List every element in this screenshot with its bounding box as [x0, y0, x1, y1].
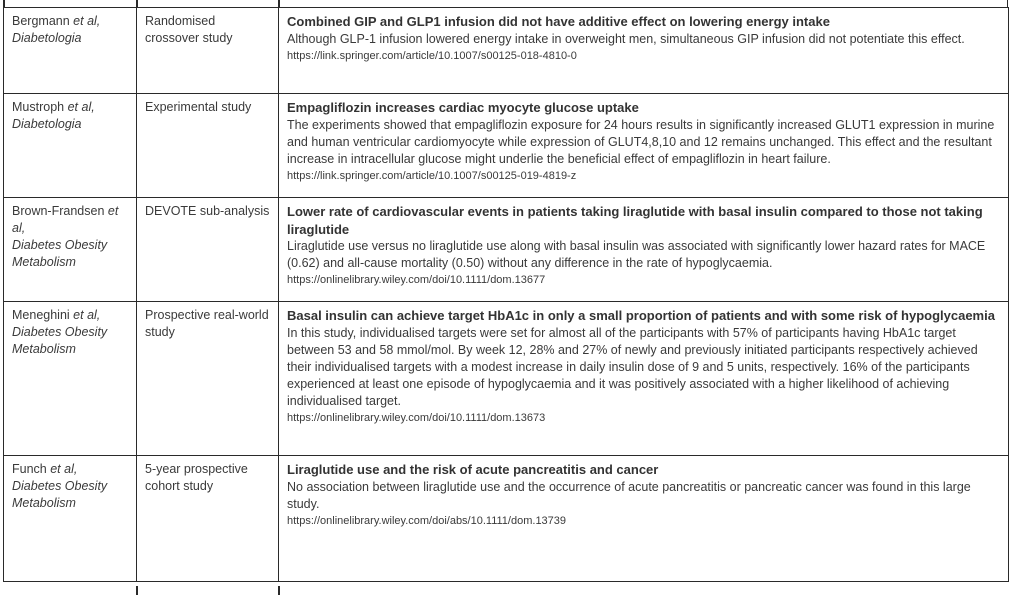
etal-label: et al,: [73, 14, 101, 28]
table-row: Meneghini et al, Diabetes Obesity Metabo…: [3, 301, 1009, 456]
study-url-link[interactable]: https://onlinelibrary.wiley.com/doi/10.1…: [287, 274, 546, 286]
authors-cell: Brown-Frandsen et al, Diabetes Obesity M…: [3, 197, 137, 302]
study-type-cell: 5-year prospective cohort study: [136, 455, 279, 582]
etal-label: et al,: [73, 308, 101, 322]
authors-cell: Mustroph et al, Diabetologia: [3, 93, 137, 198]
table-row: Bergmann et al, Diabetologia Randomised …: [3, 7, 1009, 94]
studies-table: Bergmann et al, Diabetologia Randomised …: [3, 7, 1009, 582]
etal-label: et al,: [50, 462, 78, 476]
etal-label: et al,: [67, 100, 95, 114]
study-title: Lower rate of cardiovascular events in p…: [287, 204, 983, 237]
study-type-cell: Randomised crossover study: [136, 7, 279, 94]
etal-label: et al,: [12, 204, 119, 235]
table-row: Funch et al, Diabetes Obesity Metabolism…: [3, 455, 1009, 582]
author-name: Brown-Frandsen: [12, 204, 105, 218]
study-summary: Liraglutide use versus no liraglutide us…: [287, 239, 986, 270]
author-name: Meneghini: [12, 308, 70, 322]
journal-name: Diabetes Obesity Metabolism: [12, 479, 108, 510]
study-url-link[interactable]: https://link.springer.com/article/10.100…: [287, 49, 577, 62]
study-title: Basal insulin can achieve target HbA1c i…: [287, 308, 995, 323]
table-edge-line: [278, 0, 280, 7]
study-summary: No association between liraglutide use a…: [287, 479, 971, 511]
journal-name: Diabetologia: [12, 117, 82, 131]
summary-cell: Lower rate of cardiovascular events in p…: [278, 197, 1009, 302]
authors-cell: Bergmann et al, Diabetologia: [3, 7, 137, 94]
author-name: Funch: [12, 462, 47, 476]
journal-name: Diabetologia: [12, 31, 82, 45]
study-url-link[interactable]: https://onlinelibrary.wiley.com/doi/abs/…: [287, 514, 567, 527]
study-type-cell: Experimental study: [136, 93, 279, 198]
authors-cell: Funch et al, Diabetes Obesity Metabolism: [3, 455, 137, 582]
table-row: Mustroph et al, Diabetologia Experimenta…: [3, 93, 1009, 198]
authors-cell: Meneghini et al, Diabetes Obesity Metabo…: [3, 301, 137, 456]
journal-name: Diabetes Obesity Metabolism: [12, 238, 108, 269]
study-title: Combined GIP and GLP1 infusion did not h…: [287, 14, 830, 29]
table-edge-line: [1006, 0, 1008, 7]
study-type-cell: DEVOTE sub-analysis: [136, 197, 279, 302]
summary-cell: Combined GIP and GLP1 infusion did not h…: [278, 7, 1009, 94]
table-edge-line: [136, 0, 138, 7]
table-edge-line: [136, 586, 138, 595]
journal-name: Diabetes Obesity Metabolism: [12, 325, 108, 356]
summary-cell: Liraglutide use and the risk of acute pa…: [278, 455, 1009, 582]
study-url-link[interactable]: https://link.springer.com/article/10.100…: [287, 169, 577, 182]
study-title: Empagliflozin increases cardiac myocyte …: [287, 100, 639, 115]
table-edge-line: [3, 0, 5, 7]
study-summary: The experiments showed that empagliflozi…: [287, 117, 995, 166]
study-title: Liraglutide use and the risk of acute pa…: [287, 462, 659, 477]
study-summary: In this study, individualised targets we…: [287, 325, 978, 408]
author-name: Mustroph: [12, 100, 65, 114]
table-row: Brown-Frandsen et al, Diabetes Obesity M…: [3, 197, 1009, 302]
summary-cell: Basal insulin can achieve target HbA1c i…: [278, 301, 1009, 456]
study-url-link[interactable]: https://onlinelibrary.wiley.com/doi/10.1…: [287, 411, 546, 424]
summary-cell: Empagliflozin increases cardiac myocyte …: [278, 93, 1009, 198]
author-name: Bergmann: [12, 14, 70, 28]
table-edge-line: [278, 586, 280, 595]
study-summary: Although GLP-1 infusion lowered energy i…: [287, 31, 965, 46]
study-type-cell: Prospective real-world study: [136, 301, 279, 456]
